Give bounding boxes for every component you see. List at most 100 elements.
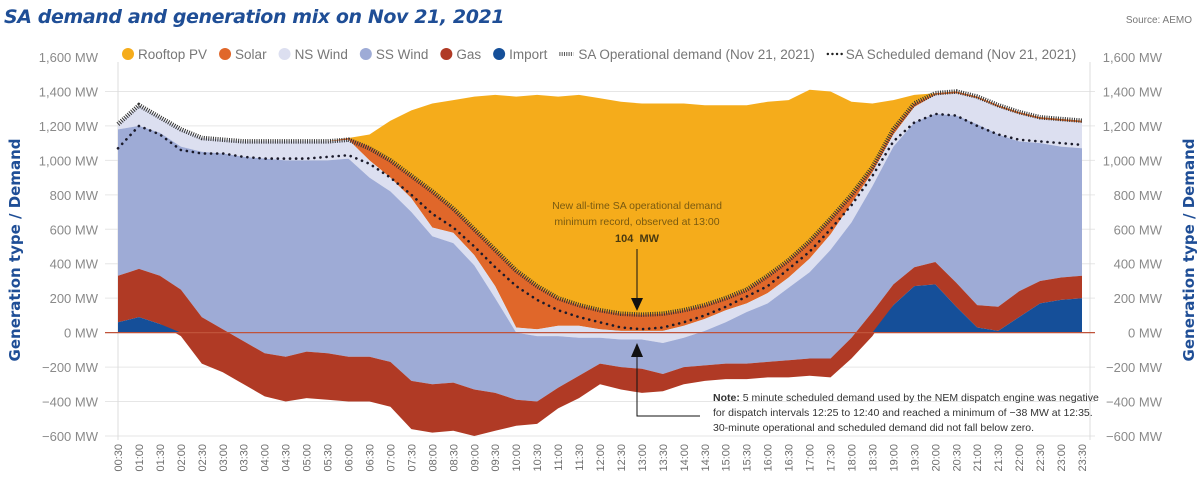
- note-bold: Note:: [713, 392, 740, 404]
- x-tick-label: 12:00: [595, 444, 607, 472]
- note-line2: for dispatch intervals 12:25 to 12:40 an…: [713, 407, 1093, 419]
- record-annotation: New all-time SA operational demand minim…: [552, 200, 722, 311]
- x-tick-label: 12:30: [616, 444, 628, 472]
- x-tick-label: 06:30: [365, 444, 377, 472]
- note-arrow-line: [636, 352, 700, 417]
- x-tick-label: 17:30: [826, 444, 838, 472]
- legend-label: NS Wind: [295, 47, 348, 62]
- legend-swatch: [219, 48, 232, 60]
- x-tick-label: 01:00: [134, 444, 146, 472]
- note-line3: 30-minute operational and scheduled dema…: [713, 422, 1034, 434]
- x-tick-label: 15:00: [721, 444, 733, 472]
- x-tick-label: 19:00: [888, 444, 900, 472]
- note-line1: Note: 5 minute scheduled demand used by …: [713, 392, 1099, 404]
- record-text-line2: minimum record, observed at 13:00: [554, 216, 719, 228]
- x-tick-label: 14:30: [700, 444, 712, 472]
- y-tick-label-left: 1,000 MW: [39, 153, 99, 168]
- x-tick-label: 07:00: [385, 444, 397, 472]
- legend-item-sa-operational-demand-nov-21-2021: SA Operational demand (Nov 21, 2021): [559, 47, 815, 62]
- x-tick-label: 22:00: [1014, 444, 1026, 472]
- legend-label: SA Operational demand (Nov 21, 2021): [578, 47, 814, 62]
- y-tick-label-right: 800 MW: [1114, 188, 1163, 203]
- x-tick-label: 02:00: [176, 444, 188, 472]
- y-tick-label-left: 800 MW: [50, 188, 99, 203]
- legend-label: Solar: [235, 47, 267, 62]
- y-tick-label-right: 400 MW: [1114, 257, 1163, 272]
- legend-label: SS Wind: [376, 47, 429, 62]
- x-tick-label: 18:00: [847, 444, 859, 472]
- y-tick-label-right: −400 MW: [1106, 395, 1163, 410]
- source-label: Source: AEMO: [1125, 15, 1192, 26]
- y-tick-label-left: −400 MW: [42, 395, 99, 410]
- y-tick-label-left: 1,400 MW: [39, 84, 99, 99]
- y-tick-label-right: 200 MW: [1114, 291, 1163, 306]
- x-tick-label: 16:00: [763, 444, 775, 472]
- legend-item-import: Import: [493, 47, 548, 62]
- x-tick-label: 17:00: [805, 444, 817, 472]
- y-axis-left-ticks: 1,600 MW 1,400 MW 1,200 MW 1,000 MW 800 MW 60…: [39, 50, 99, 444]
- legend-item-ss-wind: SS Wind: [359, 47, 429, 62]
- y-tick-label-right: 0 MW: [1128, 326, 1163, 341]
- x-tick-label: 23:30: [1077, 444, 1089, 472]
- y-tick-label-right: −600 MW: [1106, 429, 1163, 444]
- x-tick-label: 21:00: [972, 444, 984, 472]
- y-tick-label-right: −200 MW: [1106, 360, 1163, 375]
- demand-lines: [116, 89, 1084, 331]
- legend-swatch: [359, 48, 372, 60]
- x-tick-label: 04:30: [281, 444, 293, 472]
- x-tick-label: 13:30: [658, 444, 670, 472]
- x-tick-label: 05:00: [302, 444, 314, 472]
- y-axis-label-left: Generation type / Demand: [6, 139, 24, 362]
- legend-swatch: [278, 48, 291, 60]
- y-tick-label-left: −200 MW: [42, 360, 99, 375]
- x-axis-ticks: 00:30 01:00 01:30 02:00 02:30 03:00 03:30 04:00…: [113, 444, 1089, 472]
- chart-title: SA demand and generation mix on Nov 21, …: [4, 6, 505, 28]
- x-tick-label: 18:30: [867, 444, 879, 472]
- x-tick-label: 23:00: [1056, 444, 1068, 472]
- legend-item-sa-scheduled-demand-nov-21-2021: SA Scheduled demand (Nov 21, 2021): [826, 47, 1076, 62]
- y-tick-label-right: 1,400 MW: [1103, 84, 1163, 99]
- x-tick-label: 20:00: [930, 444, 942, 472]
- legend-label: Gas: [456, 47, 481, 62]
- y-tick-label-left: 1,600 MW: [39, 50, 99, 65]
- x-tick-label: 10:00: [511, 444, 523, 472]
- legend-item-ns-wind: NS Wind: [278, 47, 348, 62]
- y-tick-label-left: 400 MW: [50, 257, 99, 272]
- x-tick-label: 09:00: [469, 444, 481, 472]
- x-tick-label: 03:30: [239, 444, 251, 472]
- y-tick-label-right: 600 MW: [1114, 222, 1163, 237]
- x-tick-label: 05:30: [323, 444, 335, 472]
- x-tick-label: 11:30: [574, 444, 586, 471]
- note-line1-text: 5 minute scheduled demand used by the NE…: [740, 392, 1099, 404]
- legend-item-gas: Gas: [440, 47, 481, 62]
- legend-label: Rooftop PV: [138, 47, 207, 62]
- y-tick-label-right: 1,600 MW: [1103, 50, 1163, 65]
- x-tick-label: 11:00: [553, 444, 565, 471]
- note-arrow-head: [631, 343, 643, 357]
- area-ss-wind: [118, 113, 1082, 402]
- x-tick-label: 07:30: [406, 444, 418, 472]
- y-tick-label-left: 0 MW: [64, 326, 99, 341]
- y-tick-label-right: 1,200 MW: [1103, 119, 1163, 134]
- area-gas: [118, 262, 1082, 436]
- y-tick-label-right: 1,000 MW: [1103, 153, 1163, 168]
- x-tick-label: 03:00: [218, 444, 230, 472]
- y-axis-right-ticks: 1,600 MW 1,400 MW 1,200 MW 1,000 MW 800 MW 60…: [1103, 50, 1163, 444]
- x-tick-label: 09:30: [490, 444, 502, 472]
- record-arrow-head: [631, 298, 643, 311]
- y-tick-label-left: 600 MW: [50, 222, 99, 237]
- legend-label: Import: [509, 47, 548, 62]
- x-tick-label: 16:30: [784, 444, 796, 472]
- legend-item-solar: Solar: [219, 47, 267, 62]
- line-operational-demand: [116, 89, 1083, 317]
- x-tick-label: 20:30: [951, 444, 963, 472]
- x-tick-label: 15:30: [742, 444, 754, 472]
- legend-swatch: [493, 48, 506, 60]
- y-tick-label-left: 200 MW: [50, 291, 99, 306]
- x-tick-label: 08:30: [448, 444, 460, 472]
- area-layers: [118, 89, 1082, 436]
- x-tick-label: 22:30: [1035, 444, 1047, 472]
- x-tick-label: 14:00: [679, 444, 691, 472]
- x-tick-label: 19:30: [909, 444, 921, 472]
